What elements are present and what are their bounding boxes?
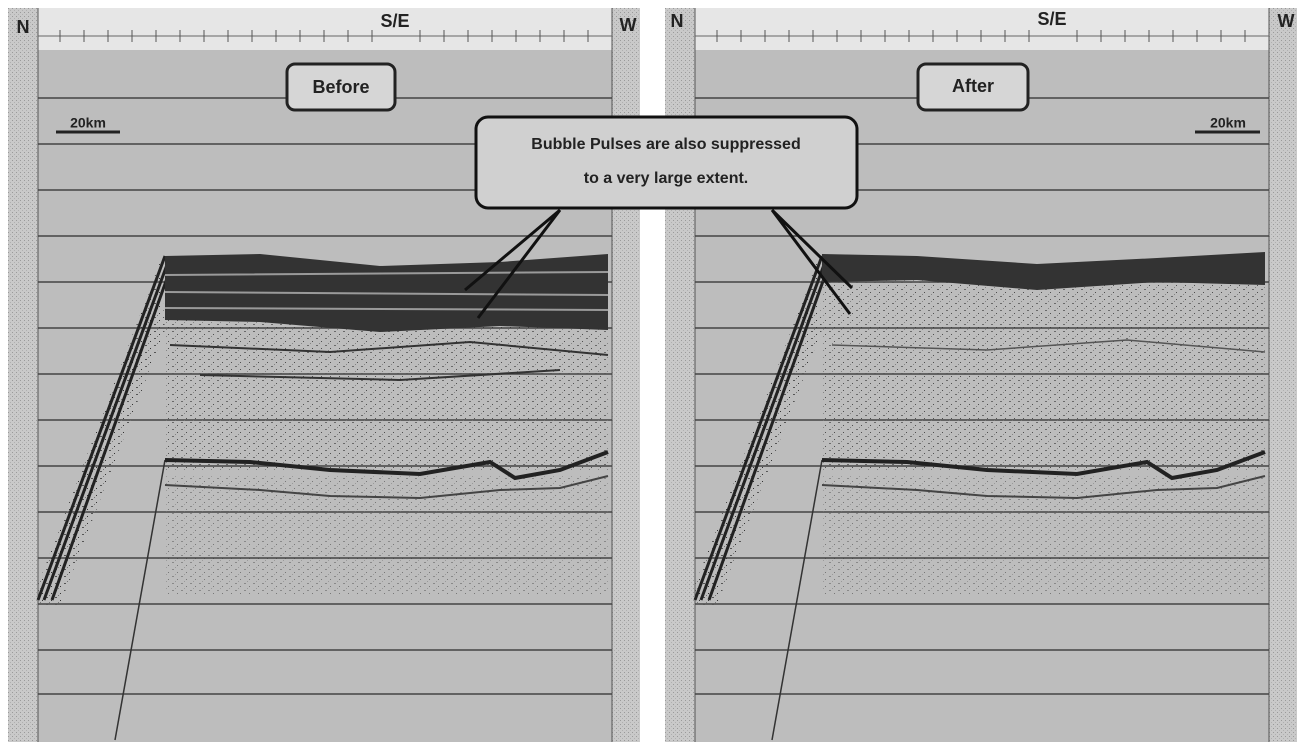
top-label: S/E — [380, 11, 409, 31]
callout-line: to a very large extent. — [584, 170, 749, 187]
right-label: W — [1278, 11, 1295, 31]
left-label: N — [17, 17, 30, 37]
top-label: S/E — [1037, 9, 1066, 29]
callout-line: Bubble Pulses are also suppressed — [531, 136, 800, 153]
panel-title: After — [952, 76, 994, 96]
scale-label: 20km — [70, 115, 106, 131]
panel-title: Before — [312, 77, 369, 97]
page: Before N S/E W 20km After N S/E W 20km B… — [0, 0, 1307, 742]
figure: Before N S/E W 20km After N S/E W 20km B… — [0, 0, 1307, 742]
scale-label: 20km — [1210, 115, 1246, 131]
left-label: N — [671, 11, 684, 31]
right-label: W — [620, 15, 637, 35]
